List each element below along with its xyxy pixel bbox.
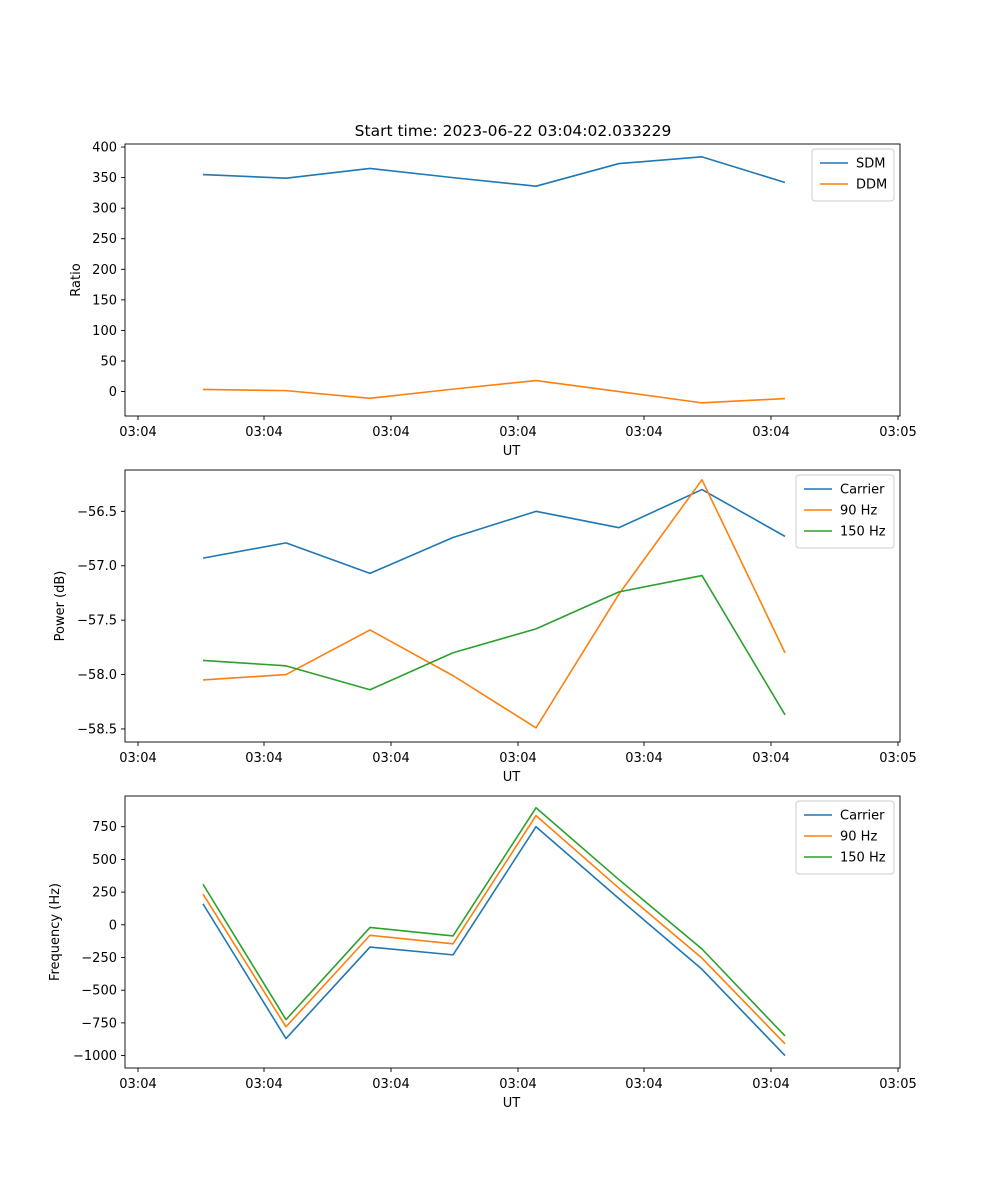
x-tick-label: 03:04: [372, 425, 409, 440]
x-tick-label: 03:04: [245, 425, 282, 440]
y-tick-label: 250: [92, 886, 117, 901]
x-tick-label: 03:04: [499, 751, 536, 766]
chart-panel-2: 03:04 03:04 03:04 03:04 03:04 03:04 03:05 −58.5…: [53, 469, 917, 785]
y-tick-label: −500: [81, 984, 117, 999]
legend-label: DDM: [856, 178, 887, 193]
x-tick-label: 03:04: [752, 1077, 789, 1092]
y-tick-label: −58.0: [77, 668, 117, 683]
x-tick-label: 03:04: [752, 425, 789, 440]
series-line-150-hz: [202, 574, 786, 716]
x-tick-label: 03:04: [245, 751, 282, 766]
legend: SDM DDM: [811, 148, 895, 202]
y-tick-label: −250: [81, 951, 117, 966]
y-tick-label: 150: [92, 293, 117, 308]
figure-title: Start time: 2023-06-22 03:04:02.033229: [355, 122, 672, 140]
x-tick-label: 03:04: [119, 751, 156, 766]
x-axis-label: UT: [503, 444, 521, 459]
y-tick-label: 400: [92, 141, 117, 156]
y-tick-label: −57.5: [77, 614, 117, 629]
x-tick-label: 03:04: [245, 1077, 282, 1092]
x-tick-label: 03:04: [372, 1077, 409, 1092]
y-tick-label: −57.0: [77, 559, 117, 574]
series-line-sdm: [202, 156, 786, 187]
series-line-150-hz: [202, 806, 786, 1037]
x-tick-label: 03:04: [625, 1077, 662, 1092]
series-line-carrier: [202, 488, 786, 575]
y-tick-label: −750: [81, 1016, 117, 1031]
series-line-carrier: [202, 825, 786, 1057]
x-tick-label: 03:05: [879, 425, 916, 440]
y-tick-label: 100: [92, 324, 117, 339]
y-axis-label: Power (dB): [53, 571, 68, 642]
x-tick-label: 03:04: [499, 1077, 536, 1092]
x-tick-label: 03:05: [879, 1077, 916, 1092]
x-tick-label: 03:04: [499, 425, 536, 440]
chart-panel-3: 03:04 03:04 03:04 03:04 03:04 03:04 03:05 −1000…: [48, 795, 917, 1111]
y-tick-label: −1000: [73, 1049, 117, 1064]
x-tick-label: 03:04: [625, 425, 662, 440]
y-tick-label: −56.5: [77, 505, 117, 520]
legend: Carrier 90 Hz 150 Hz: [795, 800, 895, 875]
y-tick-label: 750: [92, 820, 117, 835]
y-tick-label: −58.5: [77, 722, 117, 737]
y-tick-label: 350: [92, 171, 117, 186]
series-line-90-hz: [202, 814, 786, 1045]
legend-box: [795, 800, 895, 875]
y-axis-label: Frequency (Hz): [48, 883, 63, 981]
y-tick-label: 250: [92, 232, 117, 247]
y-tick-label: 0: [109, 918, 117, 933]
x-tick-label: 03:04: [119, 1077, 156, 1092]
legend-box: [811, 148, 895, 202]
legend-label: 150 Hz: [840, 525, 886, 540]
plot-frame: [124, 795, 901, 1069]
y-axis-label: Ratio: [69, 263, 84, 296]
x-tick-label: 03:04: [625, 751, 662, 766]
y-tick-label: 0: [109, 385, 117, 400]
legend-label: Carrier: [840, 483, 885, 498]
x-tick-label: 03:05: [879, 751, 916, 766]
x-axis-label: UT: [503, 1096, 521, 1111]
legend: Carrier 90 Hz 150 Hz: [795, 474, 895, 549]
legend-box: [795, 474, 895, 549]
legend-label: Carrier: [840, 809, 885, 824]
series-line-90-hz: [202, 478, 786, 729]
x-tick-label: 03:04: [372, 751, 409, 766]
y-tick-label: 200: [92, 263, 117, 278]
x-tick-label: 03:04: [119, 425, 156, 440]
y-tick-label: 300: [92, 202, 117, 217]
chart-panel-1: 03:04 03:04 03:04 03:04 03:04 03:04 03:05 0 50 10…: [69, 141, 917, 459]
series-line-ddm: [202, 379, 786, 404]
legend-label: 90 Hz: [840, 830, 877, 845]
legend-label: 150 Hz: [840, 851, 886, 866]
y-tick-label: 500: [92, 853, 117, 868]
x-axis-label: UT: [503, 770, 521, 785]
plot-frame: [124, 143, 901, 417]
y-tick-label: 50: [100, 354, 117, 369]
x-tick-label: 03:04: [752, 751, 789, 766]
plot-frame: [124, 469, 901, 743]
legend-label: SDM: [856, 157, 885, 172]
legend-label: 90 Hz: [840, 504, 877, 519]
